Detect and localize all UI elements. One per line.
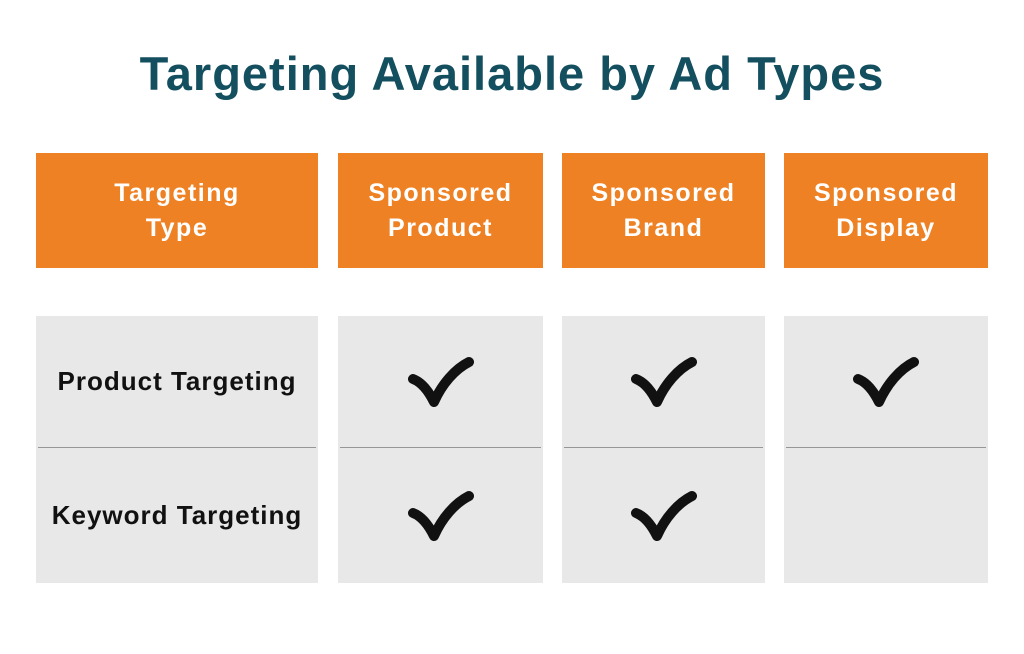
checkmark-icon [630,356,697,408]
column-header-label: Sponsored Brand [591,178,736,242]
column-header-label: Targeting Type [114,178,240,242]
row-divider [786,447,986,448]
column-header-label: Sponsored Product [368,178,513,242]
checkmark-icon [630,490,697,542]
row-label: Keyword Targeting [51,500,303,530]
row-divider [564,447,763,448]
sponsored-product-column-panel [338,316,543,583]
row-label: Product Targeting [57,366,297,396]
column-header-sponsored-product: Sponsored Product [338,153,543,268]
check-cell [562,316,765,447]
column-header-sponsored-brand: Sponsored Brand [562,153,765,268]
check-cell [562,448,765,583]
row-labels-panel: Product Targeting Keyword Targeting [36,316,318,583]
row-divider [340,447,541,448]
checkmark-icon [407,490,474,542]
check-cell [338,448,543,583]
column-header-sponsored-display: Sponsored Display [784,153,988,268]
sponsored-display-column-panel [784,316,988,583]
column-header-targeting-type: Targeting Type [36,153,318,268]
page-title: Targeting Available by Ad Types [139,47,885,100]
row-divider [38,447,316,448]
checkmark-icon [853,356,919,408]
row-label-cell: Keyword Targeting [36,448,318,583]
check-cell [784,316,988,447]
check-cell [338,316,543,447]
check-cell [784,448,988,583]
row-label-cell: Product Targeting [36,316,318,447]
checkmark-icon [407,356,474,408]
column-header-label: Sponsored Display [813,178,959,242]
sponsored-brand-column-panel [562,316,765,583]
